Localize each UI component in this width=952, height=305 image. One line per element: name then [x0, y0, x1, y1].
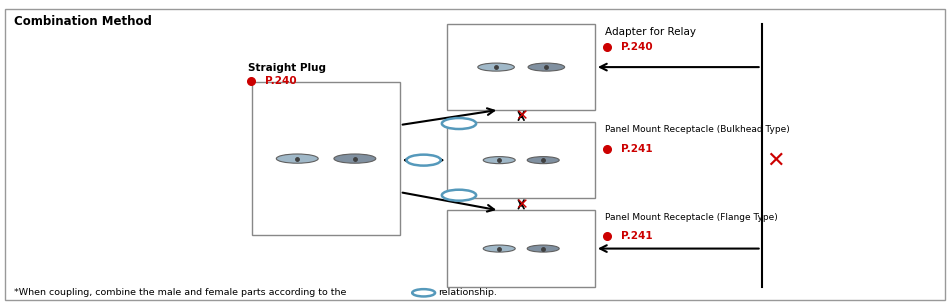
Text: P.241: P.241 [621, 145, 652, 154]
Text: Straight Plug: Straight Plug [248, 63, 326, 73]
Text: P.240: P.240 [265, 76, 296, 86]
Ellipse shape [527, 156, 559, 164]
Text: P.240: P.240 [621, 42, 652, 52]
Circle shape [442, 190, 476, 201]
Circle shape [407, 155, 441, 166]
Ellipse shape [334, 154, 376, 163]
Ellipse shape [478, 63, 514, 71]
Circle shape [412, 289, 435, 296]
Text: Panel Mount Receptacle (Bulkhead Type): Panel Mount Receptacle (Bulkhead Type) [605, 125, 789, 134]
Text: P.241: P.241 [621, 231, 652, 241]
Text: Panel Mount Receptacle (Flange Type): Panel Mount Receptacle (Flange Type) [605, 214, 777, 223]
Bar [447, 122, 595, 198]
Text: relationship.: relationship. [438, 288, 497, 297]
Text: ✕: ✕ [766, 150, 785, 170]
Text: ✕: ✕ [515, 108, 527, 124]
Text: ✕: ✕ [515, 197, 527, 212]
Bar [447, 24, 595, 110]
Text: Combination Method: Combination Method [14, 15, 152, 28]
Ellipse shape [276, 154, 318, 163]
Bar [447, 210, 595, 287]
Ellipse shape [484, 245, 515, 252]
Ellipse shape [528, 63, 565, 71]
Text: Adapter for Relay: Adapter for Relay [605, 27, 696, 38]
Ellipse shape [527, 245, 559, 252]
Ellipse shape [484, 156, 515, 164]
Circle shape [442, 118, 476, 129]
Bar [252, 82, 400, 235]
Text: *When coupling, combine the male and female parts according to the: *When coupling, combine the male and fem… [14, 288, 347, 297]
